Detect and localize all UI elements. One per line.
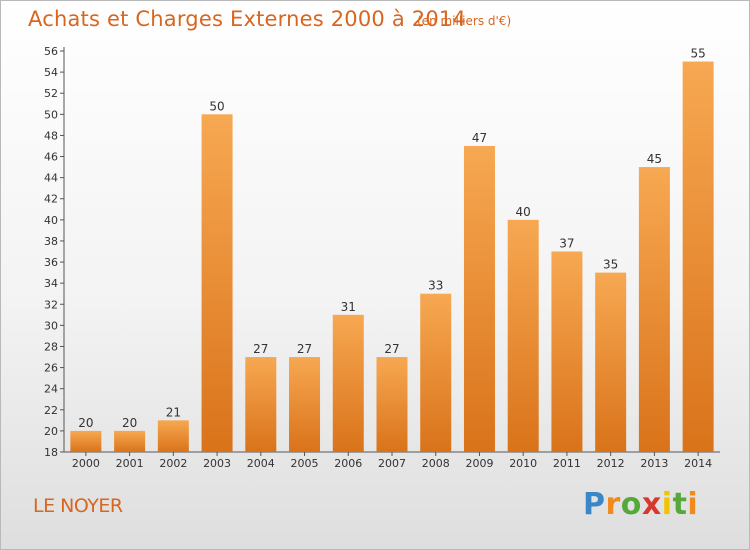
bar (157, 420, 189, 452)
x-tick-label: 2002 (159, 457, 187, 470)
x-tick-label: 2000 (72, 457, 100, 470)
bar (595, 272, 627, 452)
logo-letter: t (672, 487, 688, 522)
data-label: 21 (166, 405, 181, 419)
y-tick-label: 34 (44, 277, 58, 290)
bar (245, 357, 277, 452)
x-tick-label: 2010 (509, 457, 537, 470)
place-name: LE NOYER (33, 495, 123, 517)
y-tick-label: 54 (44, 66, 58, 79)
x-tick-label: 2012 (597, 457, 625, 470)
bar (638, 167, 670, 452)
data-label: 37 (559, 237, 574, 251)
y-tick-label: 38 (44, 235, 58, 248)
y-tick-label: 52 (44, 87, 58, 100)
bar (682, 61, 714, 452)
data-label: 47 (472, 131, 487, 145)
logo-letter: i (687, 487, 699, 522)
y-tick-label: 56 (44, 45, 58, 58)
data-label: 33 (428, 279, 443, 293)
x-tick-label: 2008 (422, 457, 450, 470)
x-tick-label: 2007 (378, 457, 406, 470)
x-tick-label: 2006 (334, 457, 362, 470)
logo-letter: i (661, 487, 673, 522)
x-tick-label: 2004 (247, 457, 275, 470)
y-tick-label: 36 (44, 256, 58, 269)
data-label: 45 (647, 152, 662, 166)
y-axis: 18 20 22 24 26 28 30 32 34 36 38 40 42 44 46 48 50 52 54 56 (44, 45, 65, 459)
y-tick-label: 46 (44, 151, 58, 164)
chart-title: Achats et Charges Externes 2000 à 2014 (28, 7, 467, 31)
bar (70, 430, 102, 452)
y-tick-label: 26 (44, 362, 58, 375)
y-tick-label: 20 (44, 425, 58, 438)
data-label: 27 (297, 342, 312, 356)
data-labels: 20 20 21 50 27 27 31 27 33 47 40 37 35 45 55 (78, 47, 706, 430)
x-tick-label: 2014 (684, 457, 712, 470)
y-tick-label: 42 (44, 193, 58, 206)
y-tick-label: 28 (44, 340, 58, 353)
y-tick-label: 48 (44, 129, 58, 142)
y-tick-label: 30 (44, 319, 58, 332)
bars (70, 61, 714, 452)
data-label: 27 (253, 342, 268, 356)
y-tick-label: 32 (44, 298, 58, 311)
y-tick-label: 50 (44, 108, 58, 121)
logo-letter: r (605, 487, 621, 522)
x-tick-label: 2011 (553, 457, 581, 470)
x-tick-label: 2013 (640, 457, 668, 470)
data-label: 35 (603, 258, 618, 272)
x-tick-label: 2009 (465, 457, 493, 470)
y-tick-label: 40 (44, 214, 58, 227)
data-label: 31 (341, 300, 356, 314)
x-tick-label: 2005 (291, 457, 319, 470)
data-label: 50 (209, 99, 224, 113)
bar (201, 114, 233, 452)
logo-letter: x (641, 487, 662, 522)
data-label: 20 (122, 416, 137, 430)
y-tick-label: 22 (44, 404, 58, 417)
data-label: 55 (690, 47, 705, 61)
bar (420, 293, 452, 452)
y-tick-label: 18 (44, 446, 58, 459)
x-tick-label: 2003 (203, 457, 231, 470)
bar (114, 430, 146, 452)
logo-letter: o (620, 487, 642, 522)
bar (463, 145, 495, 452)
logo-letter: P (583, 487, 606, 522)
y-tick-label: 44 (44, 172, 58, 185)
x-axis: 2000 2001 2002 2003 2004 2005 2006 2007 2008 2009… (64, 451, 720, 470)
x-tick-label: 2001 (116, 457, 144, 470)
bar (507, 219, 539, 452)
data-label: 27 (384, 342, 399, 356)
bar (376, 357, 408, 452)
bar (289, 357, 321, 452)
data-label: 20 (78, 416, 93, 430)
proxiti-logo: Proxiti (583, 487, 698, 522)
chart-subtitle: (en milliers d'€) (417, 14, 512, 28)
y-tick-label: 24 (44, 383, 58, 396)
bar (551, 251, 583, 452)
bar (332, 314, 364, 452)
data-label: 40 (516, 205, 531, 219)
